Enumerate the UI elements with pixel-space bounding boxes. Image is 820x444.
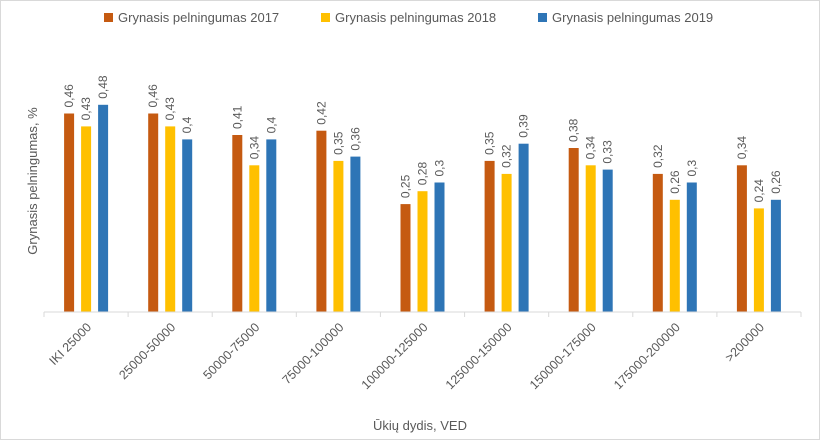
bar [568, 148, 579, 312]
bar [736, 165, 747, 312]
bar [98, 104, 109, 312]
x-tick-label: 75000-100000 [280, 320, 347, 387]
data-label: 0,34 [735, 136, 749, 160]
x-axis-title: Ūkių dydis, VED [373, 418, 467, 433]
bar [266, 139, 277, 312]
data-label: 0,38 [567, 118, 581, 142]
data-label: 0,24 [752, 179, 766, 203]
data-label: 0,25 [399, 174, 413, 198]
data-label: 0,34 [247, 136, 261, 160]
x-tick-label: 150000-175000 [527, 320, 599, 392]
x-tick-label: >200000 [722, 320, 767, 365]
bar [232, 135, 243, 312]
legend-swatch [538, 13, 547, 22]
bar [501, 173, 512, 312]
data-label: 0,39 [517, 114, 531, 138]
data-label: 0,26 [769, 170, 783, 194]
data-label: 0,3 [685, 159, 699, 176]
legend-swatch [321, 13, 330, 22]
bar [165, 126, 176, 313]
data-label: 0,4 [264, 116, 278, 133]
plot-area: 0,46 0,46 0,41 0,42 0,25 0,35 0,38 0,32 0,34 0,43… [43, 75, 802, 392]
legend-label: Grynasis pelningumas 2018 [335, 10, 496, 25]
data-label: 0,42 [314, 101, 328, 125]
legend-label: Grynasis pelningumas 2019 [552, 10, 713, 25]
bar [417, 191, 428, 312]
bar [585, 165, 596, 312]
bar [484, 160, 495, 312]
legend-label: Grynasis pelningumas 2017 [118, 10, 279, 25]
data-label: 0,36 [348, 127, 362, 151]
data-label: 0,3 [433, 159, 447, 176]
x-tick-label: 100000-125000 [359, 320, 431, 392]
data-label: 0,28 [416, 162, 430, 186]
legend-swatch [104, 13, 113, 22]
bar [350, 156, 361, 312]
data-label: 0,26 [668, 170, 682, 194]
bar [770, 199, 781, 312]
y-axis-title: Grynasis pelningumas, % [25, 107, 40, 255]
data-label: 0,46 [146, 84, 160, 108]
bar [249, 165, 260, 312]
data-label: 0,43 [79, 97, 93, 121]
data-label: 0,35 [331, 131, 345, 155]
data-label: 0,43 [163, 97, 177, 121]
x-tick-label: 175000-200000 [611, 320, 683, 392]
data-label: 0,33 [601, 140, 615, 164]
bar [400, 204, 411, 312]
data-label: 0,4 [180, 116, 194, 133]
bar [753, 208, 764, 312]
x-tick-label: IKI 25000 [46, 320, 94, 368]
bar [602, 169, 613, 312]
bar [333, 160, 344, 312]
bar [81, 126, 92, 313]
bar [148, 113, 159, 312]
legend: Grynasis pelningumas 2017 Grynasis pelnin… [104, 10, 713, 25]
data-label: 0,34 [584, 136, 598, 160]
bar [686, 182, 697, 312]
x-tick-label: 125000-150000 [443, 320, 515, 392]
data-label: 0,32 [651, 144, 665, 168]
bar [64, 113, 75, 312]
bar [652, 173, 663, 312]
bar [182, 139, 193, 312]
data-label: 0,48 [96, 75, 110, 99]
data-label: 0,32 [500, 144, 514, 168]
bar [669, 199, 680, 312]
data-label: 0,41 [230, 105, 244, 129]
bar [518, 143, 529, 312]
data-label: 0,46 [62, 84, 76, 108]
bar [434, 182, 445, 312]
bar [316, 130, 327, 312]
x-tick-label: 50000-75000 [200, 320, 262, 382]
data-label: 0,35 [483, 131, 497, 155]
x-tick-label: 25000-50000 [116, 320, 178, 382]
